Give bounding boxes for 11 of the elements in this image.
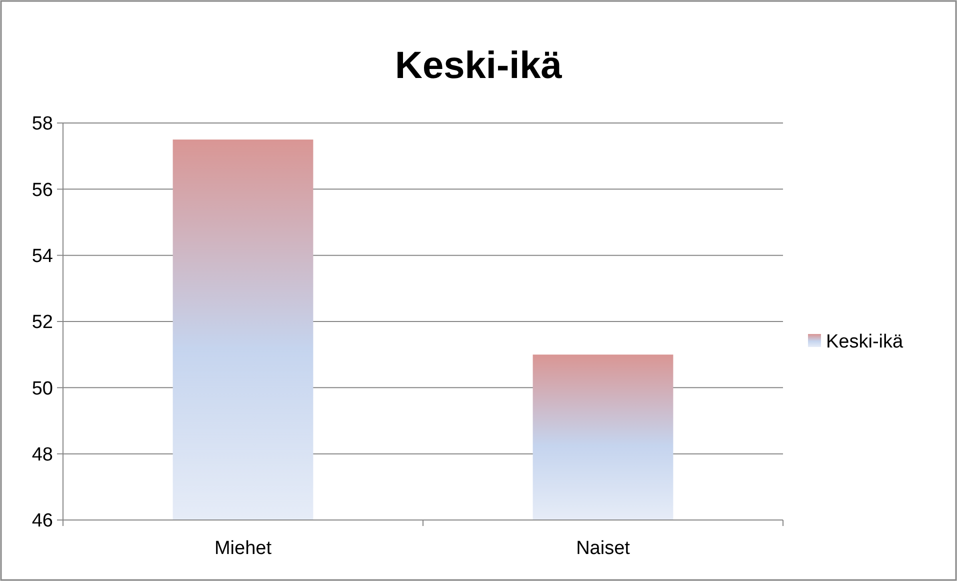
y-tick-label: 58: [32, 114, 53, 135]
x-tick-label: Naiset: [576, 538, 631, 559]
y-tick-label: 56: [32, 180, 53, 201]
y-tick-label: 50: [32, 378, 53, 400]
y-tick-label: 48: [32, 444, 53, 466]
chart-title: Keski-ikä: [395, 45, 563, 87]
y-tick-label: 54: [32, 246, 54, 267]
y-tick-label: 46: [32, 510, 53, 532]
legend-label: Keski-ikä: [826, 332, 904, 353]
y-tick-label: 52: [32, 312, 53, 334]
x-tick-label: Miehet: [214, 538, 272, 559]
